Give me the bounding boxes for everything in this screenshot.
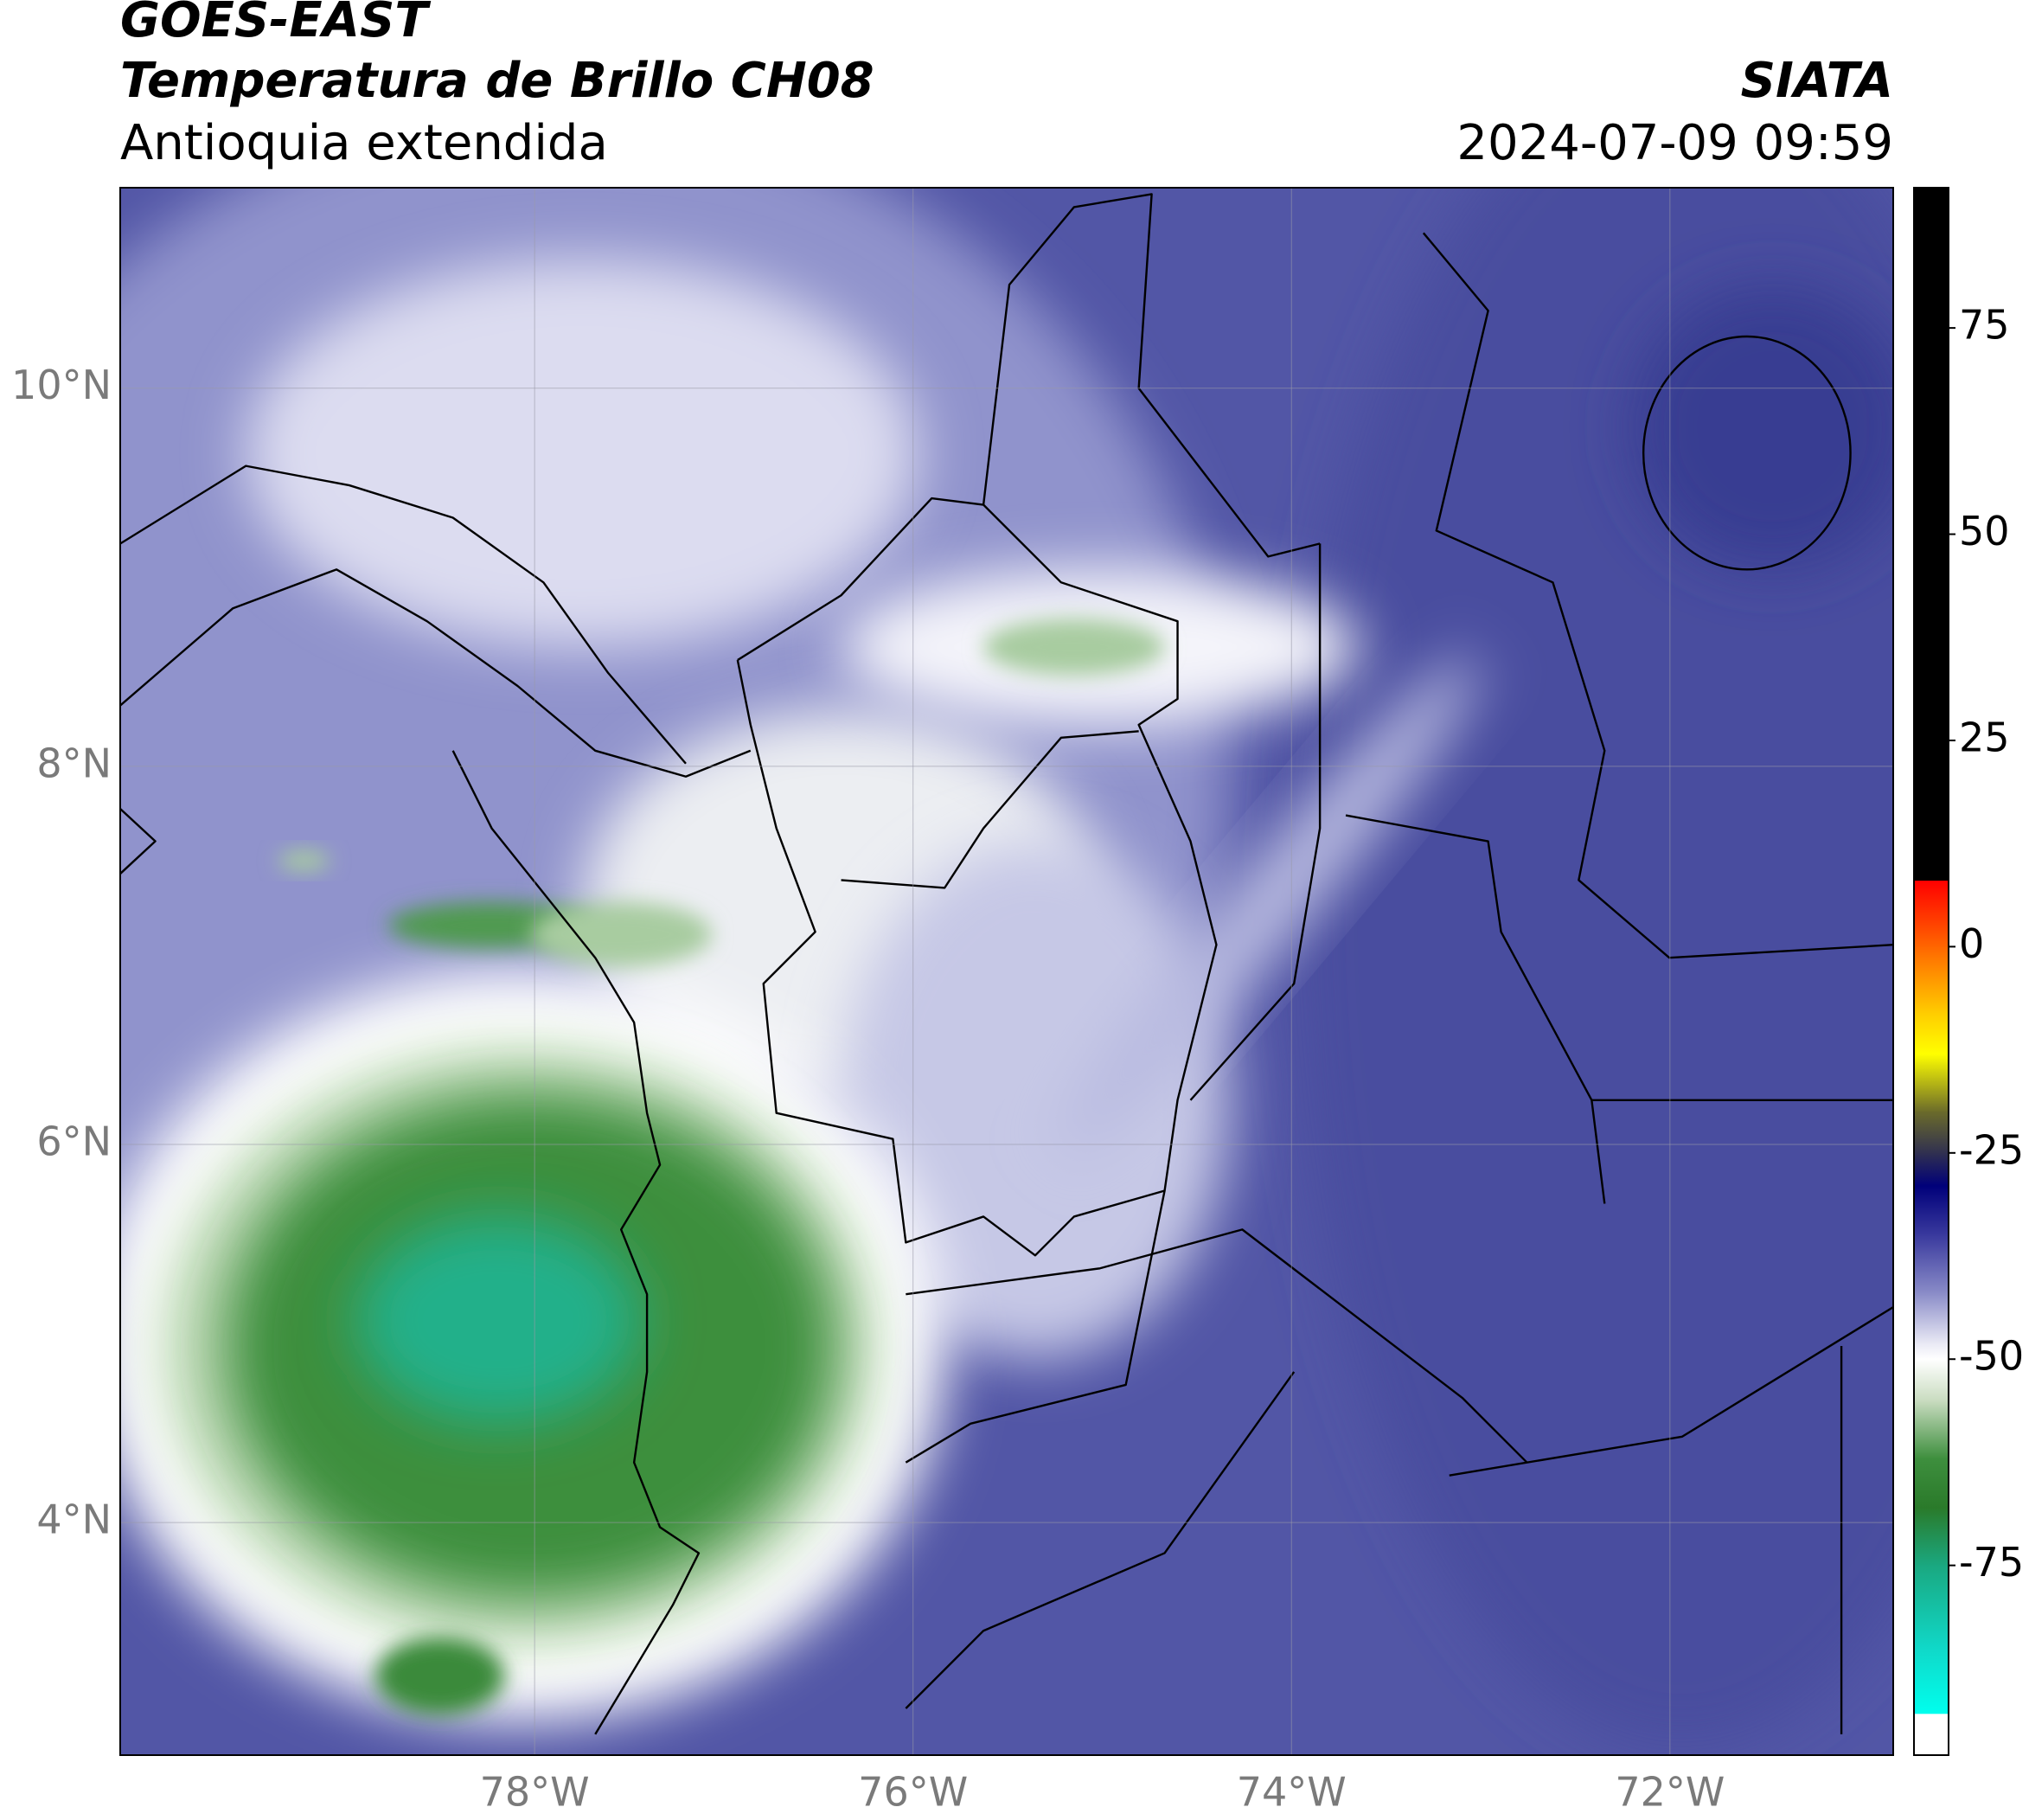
grid (120, 188, 1893, 1755)
lon-label: 74°W (1237, 1769, 1347, 1816)
colorbar-label: -50 (1959, 1333, 2024, 1380)
colorbar-segment (1914, 946, 1949, 1014)
colorbar-segment (1914, 1359, 1949, 1401)
colorbar (1914, 188, 1949, 1756)
colorbar-segment (1914, 1565, 1949, 1649)
colorbar-segment (1914, 1235, 1949, 1294)
map-frame (119, 187, 1894, 1756)
colorbar-segment (1914, 1714, 1949, 1756)
colorbar-segment (1914, 1185, 1949, 1236)
colorbar-frame (1913, 187, 1949, 1756)
lat-label: 10°N (11, 362, 112, 408)
lon-label: 72°W (1615, 1769, 1725, 1816)
colorbar-segment (1914, 881, 1949, 947)
lat-label: 6°N (36, 1118, 112, 1164)
colorbar-label: -25 (1959, 1126, 2024, 1173)
colorbar-segment (1914, 1112, 1949, 1154)
title: Temperatura de Brillo CH08 (120, 53, 874, 109)
satellite-image (120, 187, 1893, 1755)
colorbar-segment (1914, 1152, 1949, 1187)
lat-label: 4°N (36, 1496, 112, 1543)
lat-label: 8°N (36, 740, 112, 786)
colorbar-segment (1914, 1054, 1949, 1112)
colorbar-label: 0 (1959, 920, 1984, 967)
lon-label: 76°W (858, 1769, 968, 1816)
colorbar-segment (1914, 1507, 1949, 1567)
colorbar-label: 25 (1959, 714, 2010, 760)
colorbar-segment (1914, 1648, 1949, 1714)
colorbar-label: 50 (1959, 508, 2010, 554)
colorbar-segment (1914, 1012, 1949, 1054)
lon-label: 78°W (480, 1769, 590, 1816)
agency: SIATA (1741, 53, 1893, 109)
datetime: 2024-07-09 09:59 (1456, 115, 1893, 171)
subtitle: Antioquia extendida (120, 115, 608, 171)
colorbar-label: 75 (1959, 302, 2010, 349)
colorbar-segment (1914, 1400, 1949, 1459)
colorbar-segment (1914, 188, 1949, 881)
colorbar-label: -75 (1959, 1539, 2024, 1586)
colorbar-segment (1914, 1343, 1949, 1360)
source: GOES-EAST (120, 0, 431, 48)
colorbar-segment (1914, 1292, 1949, 1343)
colorbar-segment (1914, 1458, 1949, 1509)
